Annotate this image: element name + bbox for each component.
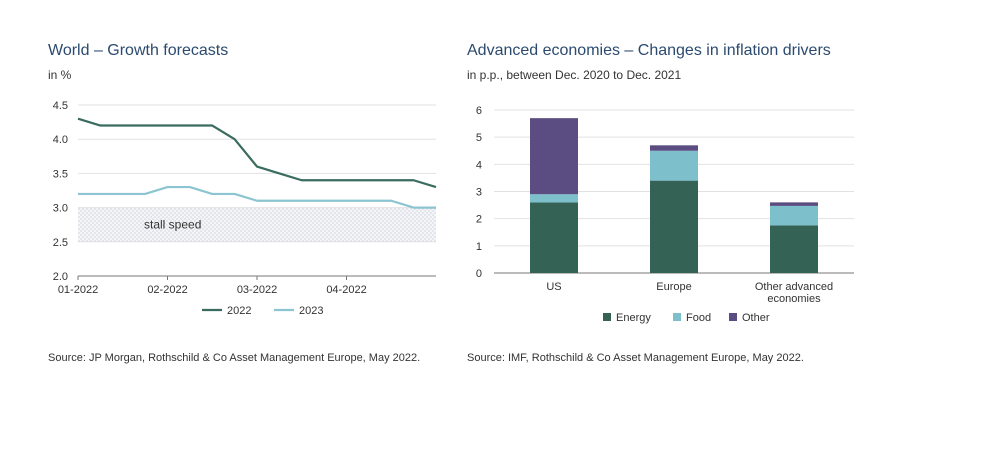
growth-forecast-line-chart: stall speed 4.5 4.0 3.5 3.0 2.5 2.001-2022 02-2… xyxy=(53,100,437,317)
y-tick-label: 6 xyxy=(476,105,482,117)
x-tick-label: 01-2022 xyxy=(58,284,98,296)
x-tick-label: 04-2022 xyxy=(326,284,366,296)
right-chart-source: Source: IMF, Rothschild & Co Asset Manag… xyxy=(467,352,804,364)
bar-segment-energy xyxy=(530,202,578,273)
x-tick-label: Europe xyxy=(656,281,691,293)
bar-segment-energy xyxy=(650,180,698,273)
left-chart-source: Source: JP Morgan, Rothschild & Co Asset… xyxy=(48,352,421,364)
y-tick-label: 3.0 xyxy=(53,203,68,215)
stall-speed-label: stall speed xyxy=(144,218,201,232)
series-line-2023 xyxy=(78,185,436,209)
legend-label-energy: Energy xyxy=(616,312,651,324)
bar-segment-other xyxy=(530,118,578,195)
y-tick-label: 1 xyxy=(476,241,482,253)
y-tick-label: 3 xyxy=(476,187,482,199)
x-tick-label: 03-2022 xyxy=(237,284,277,296)
x-tick-label: economies xyxy=(767,293,821,305)
stall-speed-band xyxy=(78,207,436,242)
y-tick-label: 2.5 xyxy=(53,237,68,249)
legend-swatch-other xyxy=(729,313,737,321)
y-tick-label: 2 xyxy=(476,214,482,226)
bar-segment-energy xyxy=(770,225,818,273)
y-tick-label: 0 xyxy=(476,268,482,280)
bar-segment-food xyxy=(530,194,578,203)
y-tick-label: 5 xyxy=(476,132,482,144)
right-chart-title: Advanced economies – Changes in inflatio… xyxy=(467,42,831,59)
legend-label-2022: 2022 xyxy=(227,305,251,317)
left-chart-unit: in % xyxy=(48,68,72,82)
legend-label-2023: 2023 xyxy=(299,305,323,317)
bar-segment-food xyxy=(650,150,698,181)
y-tick-label: 4.5 xyxy=(53,100,68,112)
bar-segment-other xyxy=(650,145,698,151)
x-tick-label: US xyxy=(546,281,561,293)
right-chart-unit: in p.p., between Dec. 2020 to Dec. 2021 xyxy=(467,68,682,82)
left-chart-title: World – Growth forecasts xyxy=(48,42,229,59)
y-tick-label: 2.0 xyxy=(53,271,68,283)
y-tick-label: 4.0 xyxy=(53,134,68,146)
legend-label-other: Other xyxy=(742,312,770,324)
series-line-2022 xyxy=(77,117,437,189)
bar-segment-other xyxy=(770,202,818,206)
legend-swatch-energy xyxy=(603,313,611,321)
x-tick-label: 02-2022 xyxy=(147,284,187,296)
x-tick-label: Other advanced xyxy=(755,281,833,293)
bar-segment-food xyxy=(770,205,818,226)
legend-swatch-food xyxy=(673,313,681,321)
y-tick-label: 4 xyxy=(476,159,482,171)
y-tick-label: 3.5 xyxy=(53,168,68,180)
legend-label-food: Food xyxy=(686,312,711,324)
